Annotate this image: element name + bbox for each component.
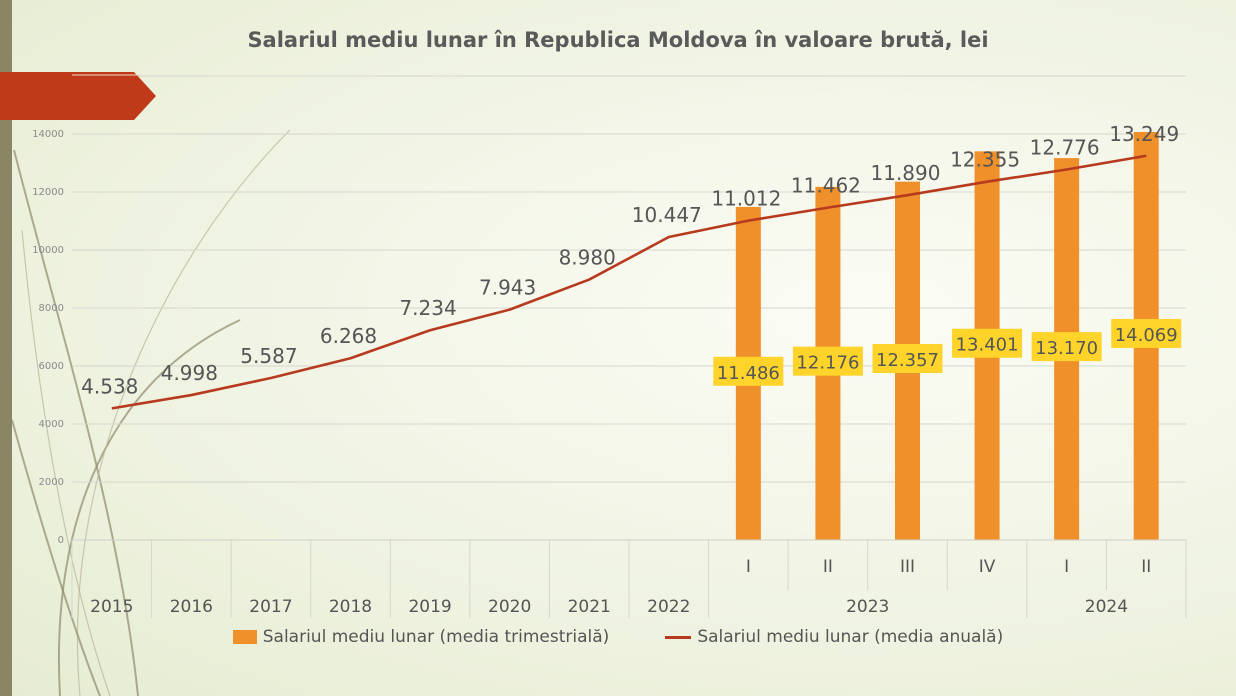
- line-series: 4.538 4.998 5.587 6.268 7.234 7.943 8.980 10.44…: [81, 122, 1179, 410]
- bar-data-label: 13.170: [1035, 338, 1098, 359]
- line-data-label: 8.980: [559, 246, 616, 270]
- line-data-label: 11.012: [711, 187, 781, 211]
- bar-data-label-bg: [952, 328, 1023, 358]
- decor-curve: [58, 319, 241, 696]
- line-data-label: 7.234: [399, 296, 456, 320]
- left-decor-strip: [0, 0, 12, 696]
- x-tick-label: III: [900, 557, 915, 577]
- arrow-banner: [0, 72, 156, 120]
- x-tick-label: I: [746, 557, 751, 577]
- line-data-label: 4.538: [81, 374, 138, 398]
- bar-data-label: 12.357: [876, 350, 939, 371]
- bar-data-label-bg: [1111, 318, 1182, 348]
- legend-item-line: Salariul mediu lunar (media anuală): [665, 627, 1003, 647]
- gridlines: [72, 75, 1186, 541]
- x-tick-label: II: [823, 557, 833, 577]
- line-data-label: 11.462: [791, 174, 861, 198]
- line-data-label: 13.249: [1109, 122, 1179, 146]
- x-tick-label: IV: [979, 557, 996, 577]
- line-data-label: 6.268: [320, 324, 377, 348]
- y-tick-label: 12000: [32, 187, 64, 198]
- line-data-label: 4.998: [161, 361, 218, 385]
- x-tick-label: 2021: [568, 597, 611, 617]
- bar-data-label-bg: [1031, 332, 1102, 362]
- decor-curve: [76, 129, 291, 696]
- y-tick-label: 6000: [39, 361, 64, 372]
- legend-bars-label: Salariul mediu lunar (media trimestrială…: [262, 627, 610, 647]
- bar-data-label-bg: [872, 344, 943, 374]
- x-tick-label: 2020: [488, 597, 531, 617]
- legend-line-swatch: [665, 635, 692, 639]
- y-tick-label: 8000: [39, 303, 64, 314]
- x-tick-label: 2018: [329, 597, 372, 617]
- x-tick-label: I: [1064, 557, 1069, 577]
- x-tick-label: 2015: [90, 597, 133, 617]
- decor-curve: [11, 419, 101, 696]
- bar-data-label-bg: [792, 346, 863, 376]
- y-tick-label: 2000: [39, 477, 64, 488]
- bar-data-label: 11.486: [717, 363, 780, 384]
- line-data-label: 7.943: [479, 276, 536, 300]
- line-data-label: 12.776: [1030, 135, 1100, 159]
- line-data-label: 11.890: [871, 161, 941, 185]
- decor-curve: [21, 229, 111, 696]
- x-group-label: 2023: [846, 597, 889, 617]
- arrow-shape: [0, 72, 156, 120]
- legend-item-bars: Salariul mediu lunar (media trimestrială…: [232, 627, 610, 647]
- bar-data-label-bg: [713, 356, 784, 386]
- x-tick-label: 2022: [647, 597, 690, 617]
- line-data-label: 10.447: [632, 203, 702, 227]
- line-data-label: 5.587: [240, 344, 297, 368]
- bar-series: 11.486 12.176 12.357 13.401 13.170 14.069: [713, 131, 1182, 540]
- line-data-label: 12.355: [950, 148, 1020, 172]
- x-group-label: 2024: [1085, 597, 1128, 617]
- chart-title: Salariul mediu lunar în Republica Moldov…: [247, 28, 989, 52]
- y-tick-label: 0: [58, 535, 64, 546]
- bar-data-label: 13.401: [956, 335, 1019, 356]
- bar-data-label: 14.069: [1115, 325, 1178, 346]
- y-tick-label: 14000: [32, 129, 64, 140]
- x-tick-label: 2016: [170, 597, 213, 617]
- bar-data-label: 12.176: [796, 353, 859, 374]
- y-tick-label: 4000: [39, 419, 64, 430]
- x-tick-label: 2017: [249, 597, 292, 617]
- line-series-path: [111, 154, 1147, 410]
- legend-line-label: Salariul mediu lunar (media anuală): [697, 627, 1004, 647]
- legend: Salariul mediu lunar (media trimestrială…: [0, 627, 1236, 647]
- y-tick-label: 10000: [32, 245, 64, 256]
- x-tick-label: 2019: [408, 597, 451, 617]
- legend-bar-swatch: [232, 630, 257, 644]
- y-axis: 0200040006000800010000120001400016000: [32, 71, 64, 546]
- x-tick-label: II: [1141, 557, 1151, 577]
